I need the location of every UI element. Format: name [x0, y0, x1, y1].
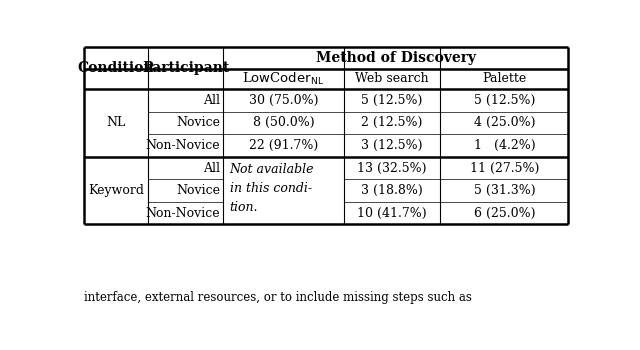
- Text: NL: NL: [106, 116, 125, 130]
- Text: Condition: Condition: [78, 61, 154, 75]
- Text: 6 (25.0%): 6 (25.0%): [474, 207, 535, 220]
- Text: interface, external resources, or to include missing steps such as: interface, external resources, or to inc…: [84, 291, 472, 304]
- Text: 8 (50.0%): 8 (50.0%): [253, 116, 314, 130]
- Text: Novice: Novice: [176, 184, 220, 197]
- Text: 4 (25.0%): 4 (25.0%): [474, 116, 535, 130]
- Text: 13 (32.5%): 13 (32.5%): [357, 161, 427, 175]
- Text: Novice: Novice: [176, 116, 220, 130]
- Text: All: All: [204, 161, 220, 175]
- Text: 22 (91.7%): 22 (91.7%): [249, 139, 318, 152]
- Text: 10 (41.7%): 10 (41.7%): [357, 207, 427, 220]
- Text: 5 (31.3%): 5 (31.3%): [474, 184, 535, 197]
- Text: Non-Novice: Non-Novice: [146, 207, 220, 220]
- Text: 5 (12.5%): 5 (12.5%): [474, 94, 535, 107]
- Text: 30 (75.0%): 30 (75.0%): [249, 94, 318, 107]
- Text: Web search: Web search: [355, 72, 429, 85]
- Text: Non-Novice: Non-Novice: [146, 139, 220, 152]
- Text: Keyword: Keyword: [88, 184, 144, 197]
- Text: Palette: Palette: [482, 72, 527, 85]
- Text: Not available
in this condi-
tion.: Not available in this condi- tion.: [230, 163, 314, 214]
- Text: 1   (4.2%): 1 (4.2%): [474, 139, 535, 152]
- Text: 3 (18.8%): 3 (18.8%): [361, 184, 423, 197]
- Text: Method of Discovery: Method of Discovery: [316, 51, 476, 65]
- Text: 11 (27.5%): 11 (27.5%): [470, 161, 539, 175]
- Text: 2 (12.5%): 2 (12.5%): [361, 116, 422, 130]
- Text: Participant: Participant: [142, 61, 229, 75]
- Text: L$\rm{ow}$C$\rm{oder}$$_{\rm{NL}}$: L$\rm{ow}$C$\rm{oder}$$_{\rm{NL}}$: [243, 71, 324, 87]
- Text: 3 (12.5%): 3 (12.5%): [361, 139, 422, 152]
- Text: All: All: [204, 94, 220, 107]
- Text: 5 (12.5%): 5 (12.5%): [361, 94, 422, 107]
